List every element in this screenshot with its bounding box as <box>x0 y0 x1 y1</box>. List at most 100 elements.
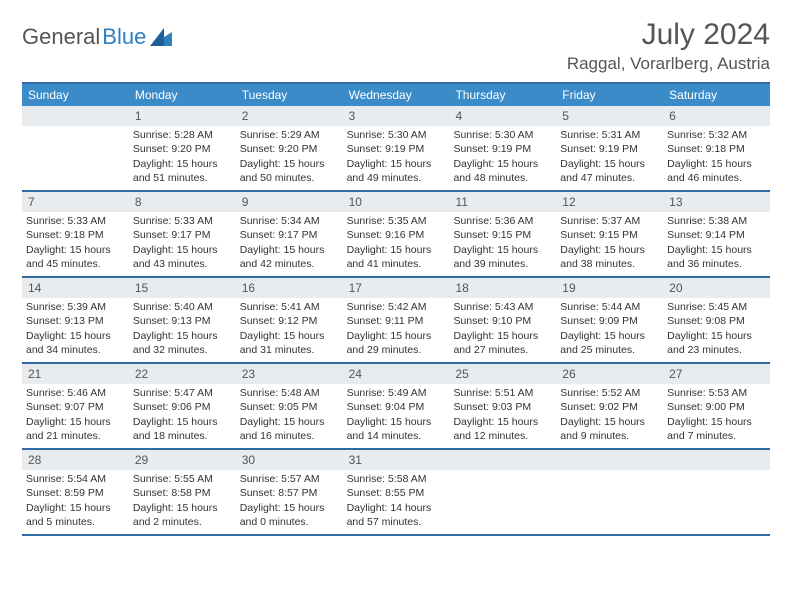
day-cell: 25Sunrise: 5:51 AMSunset: 9:03 PMDayligh… <box>449 364 556 448</box>
day-cell: 15Sunrise: 5:40 AMSunset: 9:13 PMDayligh… <box>129 278 236 362</box>
day-cell: 31Sunrise: 5:58 AMSunset: 8:55 PMDayligh… <box>343 450 450 534</box>
weekday-header: Sunday <box>22 84 129 106</box>
sunrise-text: Sunrise: 5:49 AM <box>347 386 446 400</box>
day-body: Sunrise: 5:33 AMSunset: 9:17 PMDaylight:… <box>129 214 236 275</box>
sunset-text: Sunset: 9:18 PM <box>667 142 766 156</box>
day-number: 6 <box>663 106 770 126</box>
day-number: 30 <box>236 450 343 470</box>
day-body: Sunrise: 5:49 AMSunset: 9:04 PMDaylight:… <box>343 386 450 447</box>
day-cell: 2Sunrise: 5:29 AMSunset: 9:20 PMDaylight… <box>236 106 343 190</box>
day-cell: 10Sunrise: 5:35 AMSunset: 9:16 PMDayligh… <box>343 192 450 276</box>
daylight-text: Daylight: 15 hours and 41 minutes. <box>347 243 446 271</box>
sunrise-text: Sunrise: 5:30 AM <box>347 128 446 142</box>
day-cell: 29Sunrise: 5:55 AMSunset: 8:58 PMDayligh… <box>129 450 236 534</box>
daylight-text: Daylight: 15 hours and 2 minutes. <box>133 501 232 529</box>
day-body: Sunrise: 5:31 AMSunset: 9:19 PMDaylight:… <box>556 128 663 189</box>
day-number: 9 <box>236 192 343 212</box>
day-body: Sunrise: 5:41 AMSunset: 9:12 PMDaylight:… <box>236 300 343 361</box>
sunset-text: Sunset: 8:55 PM <box>347 486 446 500</box>
daylight-text: Daylight: 14 hours and 57 minutes. <box>347 501 446 529</box>
sunset-text: Sunset: 9:04 PM <box>347 400 446 414</box>
weekday-header: Tuesday <box>236 84 343 106</box>
day-cell: 7Sunrise: 5:33 AMSunset: 9:18 PMDaylight… <box>22 192 129 276</box>
daylight-text: Daylight: 15 hours and 14 minutes. <box>347 415 446 443</box>
sunset-text: Sunset: 9:07 PM <box>26 400 125 414</box>
day-number: 18 <box>449 278 556 298</box>
daylight-text: Daylight: 15 hours and 45 minutes. <box>26 243 125 271</box>
day-cell: 6Sunrise: 5:32 AMSunset: 9:18 PMDaylight… <box>663 106 770 190</box>
daylight-text: Daylight: 15 hours and 25 minutes. <box>560 329 659 357</box>
day-body: Sunrise: 5:36 AMSunset: 9:15 PMDaylight:… <box>449 214 556 275</box>
day-number <box>449 450 556 470</box>
sunset-text: Sunset: 9:16 PM <box>347 228 446 242</box>
daylight-text: Daylight: 15 hours and 51 minutes. <box>133 157 232 185</box>
day-number: 19 <box>556 278 663 298</box>
daylight-text: Daylight: 15 hours and 39 minutes. <box>453 243 552 271</box>
daylight-text: Daylight: 15 hours and 48 minutes. <box>453 157 552 185</box>
sunrise-text: Sunrise: 5:48 AM <box>240 386 339 400</box>
sunset-text: Sunset: 8:59 PM <box>26 486 125 500</box>
day-cell: 17Sunrise: 5:42 AMSunset: 9:11 PMDayligh… <box>343 278 450 362</box>
weekday-header: Wednesday <box>343 84 450 106</box>
day-number: 2 <box>236 106 343 126</box>
day-number: 14 <box>22 278 129 298</box>
week-row: 21Sunrise: 5:46 AMSunset: 9:07 PMDayligh… <box>22 364 770 450</box>
sunset-text: Sunset: 9:02 PM <box>560 400 659 414</box>
daylight-text: Daylight: 15 hours and 5 minutes. <box>26 501 125 529</box>
sunrise-text: Sunrise: 5:34 AM <box>240 214 339 228</box>
daylight-text: Daylight: 15 hours and 29 minutes. <box>347 329 446 357</box>
day-body: Sunrise: 5:55 AMSunset: 8:58 PMDaylight:… <box>129 472 236 533</box>
day-cell: 3Sunrise: 5:30 AMSunset: 9:19 PMDaylight… <box>343 106 450 190</box>
day-cell: 9 Sunrise: 5:34 AMSunset: 9:17 PMDaylight… <box>236 192 343 276</box>
daylight-text: Daylight: 15 hours and 42 minutes. <box>240 243 339 271</box>
day-body: Sunrise: 5:37 AMSunset: 9:15 PMDaylight:… <box>556 214 663 275</box>
day-cell <box>449 450 556 534</box>
day-number <box>556 450 663 470</box>
day-cell <box>663 450 770 534</box>
sunrise-text: Sunrise: 5:58 AM <box>347 472 446 486</box>
day-body: Sunrise: 5:33 AMSunset: 9:18 PMDaylight:… <box>22 214 129 275</box>
sunrise-text: Sunrise: 5:37 AM <box>560 214 659 228</box>
day-cell: 23Sunrise: 5:48 AMSunset: 9:05 PMDayligh… <box>236 364 343 448</box>
sunset-text: Sunset: 9:19 PM <box>347 142 446 156</box>
daylight-text: Daylight: 15 hours and 27 minutes. <box>453 329 552 357</box>
daylight-text: Daylight: 15 hours and 9 minutes. <box>560 415 659 443</box>
daylight-text: Daylight: 15 hours and 50 minutes. <box>240 157 339 185</box>
sunrise-text: Sunrise: 5:39 AM <box>26 300 125 314</box>
day-cell: 28Sunrise: 5:54 AMSunset: 8:59 PMDayligh… <box>22 450 129 534</box>
day-cell: 27Sunrise: 5:53 AMSunset: 9:00 PMDayligh… <box>663 364 770 448</box>
day-number: 20 <box>663 278 770 298</box>
day-number: 29 <box>129 450 236 470</box>
day-body: Sunrise: 5:57 AMSunset: 8:57 PMDaylight:… <box>236 472 343 533</box>
day-body: Sunrise: 5:53 AMSunset: 9:00 PMDaylight:… <box>663 386 770 447</box>
sunset-text: Sunset: 9:05 PM <box>240 400 339 414</box>
sunset-text: Sunset: 9:10 PM <box>453 314 552 328</box>
sunrise-text: Sunrise: 5:28 AM <box>133 128 232 142</box>
sunrise-text: Sunrise: 5:53 AM <box>667 386 766 400</box>
sunset-text: Sunset: 9:19 PM <box>453 142 552 156</box>
title-block: July 2024 Raggal, Vorarlberg, Austria <box>567 18 770 74</box>
sunset-text: Sunset: 8:58 PM <box>133 486 232 500</box>
day-number: 8 <box>129 192 236 212</box>
day-body: Sunrise: 5:43 AMSunset: 9:10 PMDaylight:… <box>449 300 556 361</box>
daylight-text: Daylight: 15 hours and 18 minutes. <box>133 415 232 443</box>
day-number: 7 <box>22 192 129 212</box>
day-cell: 4Sunrise: 5:30 AMSunset: 9:19 PMDaylight… <box>449 106 556 190</box>
day-cell: 24Sunrise: 5:49 AMSunset: 9:04 PMDayligh… <box>343 364 450 448</box>
sunset-text: Sunset: 9:19 PM <box>560 142 659 156</box>
sunrise-text: Sunrise: 5:55 AM <box>133 472 232 486</box>
sunset-text: Sunset: 9:15 PM <box>453 228 552 242</box>
logo: GeneralBlue <box>22 18 172 50</box>
daylight-text: Daylight: 15 hours and 49 minutes. <box>347 157 446 185</box>
day-body: Sunrise: 5:47 AMSunset: 9:06 PMDaylight:… <box>129 386 236 447</box>
daylight-text: Daylight: 15 hours and 38 minutes. <box>560 243 659 271</box>
day-body: Sunrise: 5:58 AMSunset: 8:55 PMDaylight:… <box>343 472 450 533</box>
weekday-header: Thursday <box>449 84 556 106</box>
sunset-text: Sunset: 9:17 PM <box>240 228 339 242</box>
sunset-text: Sunset: 9:20 PM <box>240 142 339 156</box>
daylight-text: Daylight: 15 hours and 32 minutes. <box>133 329 232 357</box>
daylight-text: Daylight: 15 hours and 0 minutes. <box>240 501 339 529</box>
sunset-text: Sunset: 9:12 PM <box>240 314 339 328</box>
daylight-text: Daylight: 15 hours and 47 minutes. <box>560 157 659 185</box>
day-number: 31 <box>343 450 450 470</box>
